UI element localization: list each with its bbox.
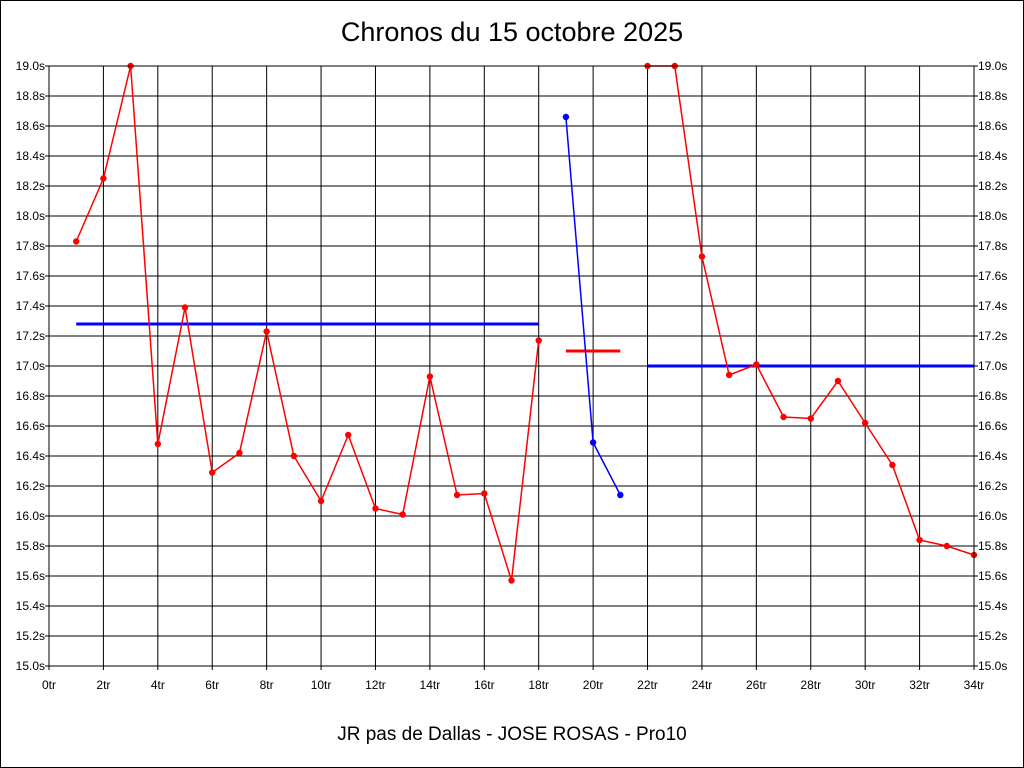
y-tick-label-left: 16.0s <box>16 509 45 523</box>
x-tick-label: 34tr <box>964 678 985 692</box>
y-tick-label-left: 16.4s <box>16 449 45 463</box>
y-tick-label-right: 16.8s <box>978 389 1007 403</box>
data-point <box>399 511 406 518</box>
y-tick-label-right: 15.0s <box>978 659 1007 673</box>
y-tick-label-right: 15.4s <box>978 599 1007 613</box>
x-tick-label: 8tr <box>260 678 274 692</box>
x-tick-label: 16tr <box>474 678 495 692</box>
y-tick-label-right: 17.0s <box>978 359 1007 373</box>
x-tick-label: 14tr <box>420 678 441 692</box>
y-tick-label-right: 16.2s <box>978 479 1007 493</box>
x-tick-label: 32tr <box>909 678 930 692</box>
chart-subtitle: JR pas de Dallas - JOSE ROSAS - Pro10 <box>337 724 687 745</box>
data-point <box>263 328 270 335</box>
y-tick-label-left: 18.0s <box>16 209 45 223</box>
x-tick-label: 10tr <box>311 678 332 692</box>
y-tick-label-left: 18.2s <box>16 179 45 193</box>
x-tick-label: 30tr <box>855 678 876 692</box>
x-tick-label: 24tr <box>692 678 713 692</box>
x-tick-label: 0tr <box>42 678 56 692</box>
data-point <box>290 452 298 460</box>
x-tick-label: 18tr <box>528 678 549 692</box>
y-tick-label-right: 18.6s <box>978 119 1007 133</box>
data-point <box>780 413 787 421</box>
reference-lines <box>76 322 974 368</box>
y-tick-label-left: 17.4s <box>16 299 45 313</box>
data-point <box>154 440 162 448</box>
data-point <box>508 577 515 584</box>
y-tick-label-right: 18.8s <box>978 89 1007 103</box>
y-tick-label-left: 17.2s <box>16 329 45 343</box>
y-tick-label-left: 16.8s <box>16 389 45 403</box>
data-point <box>807 415 814 422</box>
y-tick-label-right: 15.6s <box>978 569 1007 583</box>
y-tick-label-right: 17.4s <box>978 299 1007 313</box>
data-point <box>725 371 733 379</box>
y-tick-label-right: 17.8s <box>978 239 1007 253</box>
data-point <box>753 361 760 368</box>
y-tick-label-left: 15.4s <box>16 599 45 613</box>
data-point <box>453 491 461 499</box>
data-point <box>535 337 542 344</box>
x-tick-label: 28tr <box>800 678 821 692</box>
data-point <box>209 469 216 476</box>
data-point <box>100 175 107 182</box>
x-tick-label: 6tr <box>205 678 219 692</box>
plot-border <box>48 65 975 667</box>
y-tick-label-left: 17.6s <box>16 269 45 283</box>
y-tick-label-right: 15.2s <box>978 629 1007 643</box>
data-point <box>861 419 869 427</box>
y-tick-label-left: 15.0s <box>16 659 45 673</box>
data-point <box>317 497 325 505</box>
series-line <box>75 65 540 581</box>
data-point <box>916 536 923 544</box>
x-tick-label: 12tr <box>365 678 386 692</box>
y-tick-label-left: 16.2s <box>16 479 45 493</box>
data-point <box>889 461 896 469</box>
y-tick-label-left: 15.6s <box>16 569 45 583</box>
y-tick-label-right: 18.4s <box>978 149 1007 163</box>
y-tick-label-right: 18.0s <box>978 209 1007 223</box>
x-tick-label: 2tr <box>96 678 110 692</box>
x-tick-label: 22tr <box>637 678 658 692</box>
data-point <box>943 542 950 550</box>
y-tick-label-right: 19.0s <box>978 59 1007 73</box>
y-tick-label-left: 18.4s <box>16 149 45 163</box>
tick-labels: 15.0s 15.0s 15.2s 15.2s 15.4s 15.4s 15.6s 15.6s… <box>16 59 1008 692</box>
y-tick-label-left: 18.8s <box>16 89 45 103</box>
data-point <box>236 449 243 457</box>
data-point <box>73 238 80 245</box>
y-tick-label-left: 15.8s <box>16 539 45 553</box>
y-tick-label-right: 17.6s <box>978 269 1007 283</box>
x-tick-label: 4tr <box>151 678 165 692</box>
y-tick-label-right: 16.4s <box>978 449 1007 463</box>
y-tick-label-right: 16.6s <box>978 419 1007 433</box>
y-tick-label-left: 17.8s <box>16 239 45 253</box>
data-point <box>426 373 434 380</box>
x-tick-label: 20tr <box>583 678 604 692</box>
x-tick-label: 26tr <box>746 678 767 692</box>
y-tick-label-left: 15.2s <box>16 629 45 643</box>
y-tick-label-left: 16.6s <box>16 419 45 433</box>
y-tick-label-right: 16.0s <box>978 509 1007 523</box>
y-tick-label-left: 17.0s <box>16 359 45 373</box>
y-tick-label-right: 15.8s <box>978 539 1007 553</box>
data-point <box>181 304 189 311</box>
data-point <box>698 253 706 260</box>
data-point <box>345 431 352 439</box>
y-tick-label-right: 17.2s <box>978 329 1007 343</box>
y-tick-label-right: 18.2s <box>978 179 1007 193</box>
y-tick-label-left: 18.6s <box>16 119 45 133</box>
chart-title: Chronos du 15 octobre 2025 <box>340 17 684 47</box>
data-point <box>562 113 570 121</box>
data-point <box>617 491 624 499</box>
data-series <box>73 62 978 584</box>
data-point <box>834 377 842 385</box>
data-point <box>481 490 488 497</box>
data-point <box>372 505 379 512</box>
data-point <box>589 439 597 446</box>
y-tick-label-left: 19.0s <box>16 59 45 73</box>
